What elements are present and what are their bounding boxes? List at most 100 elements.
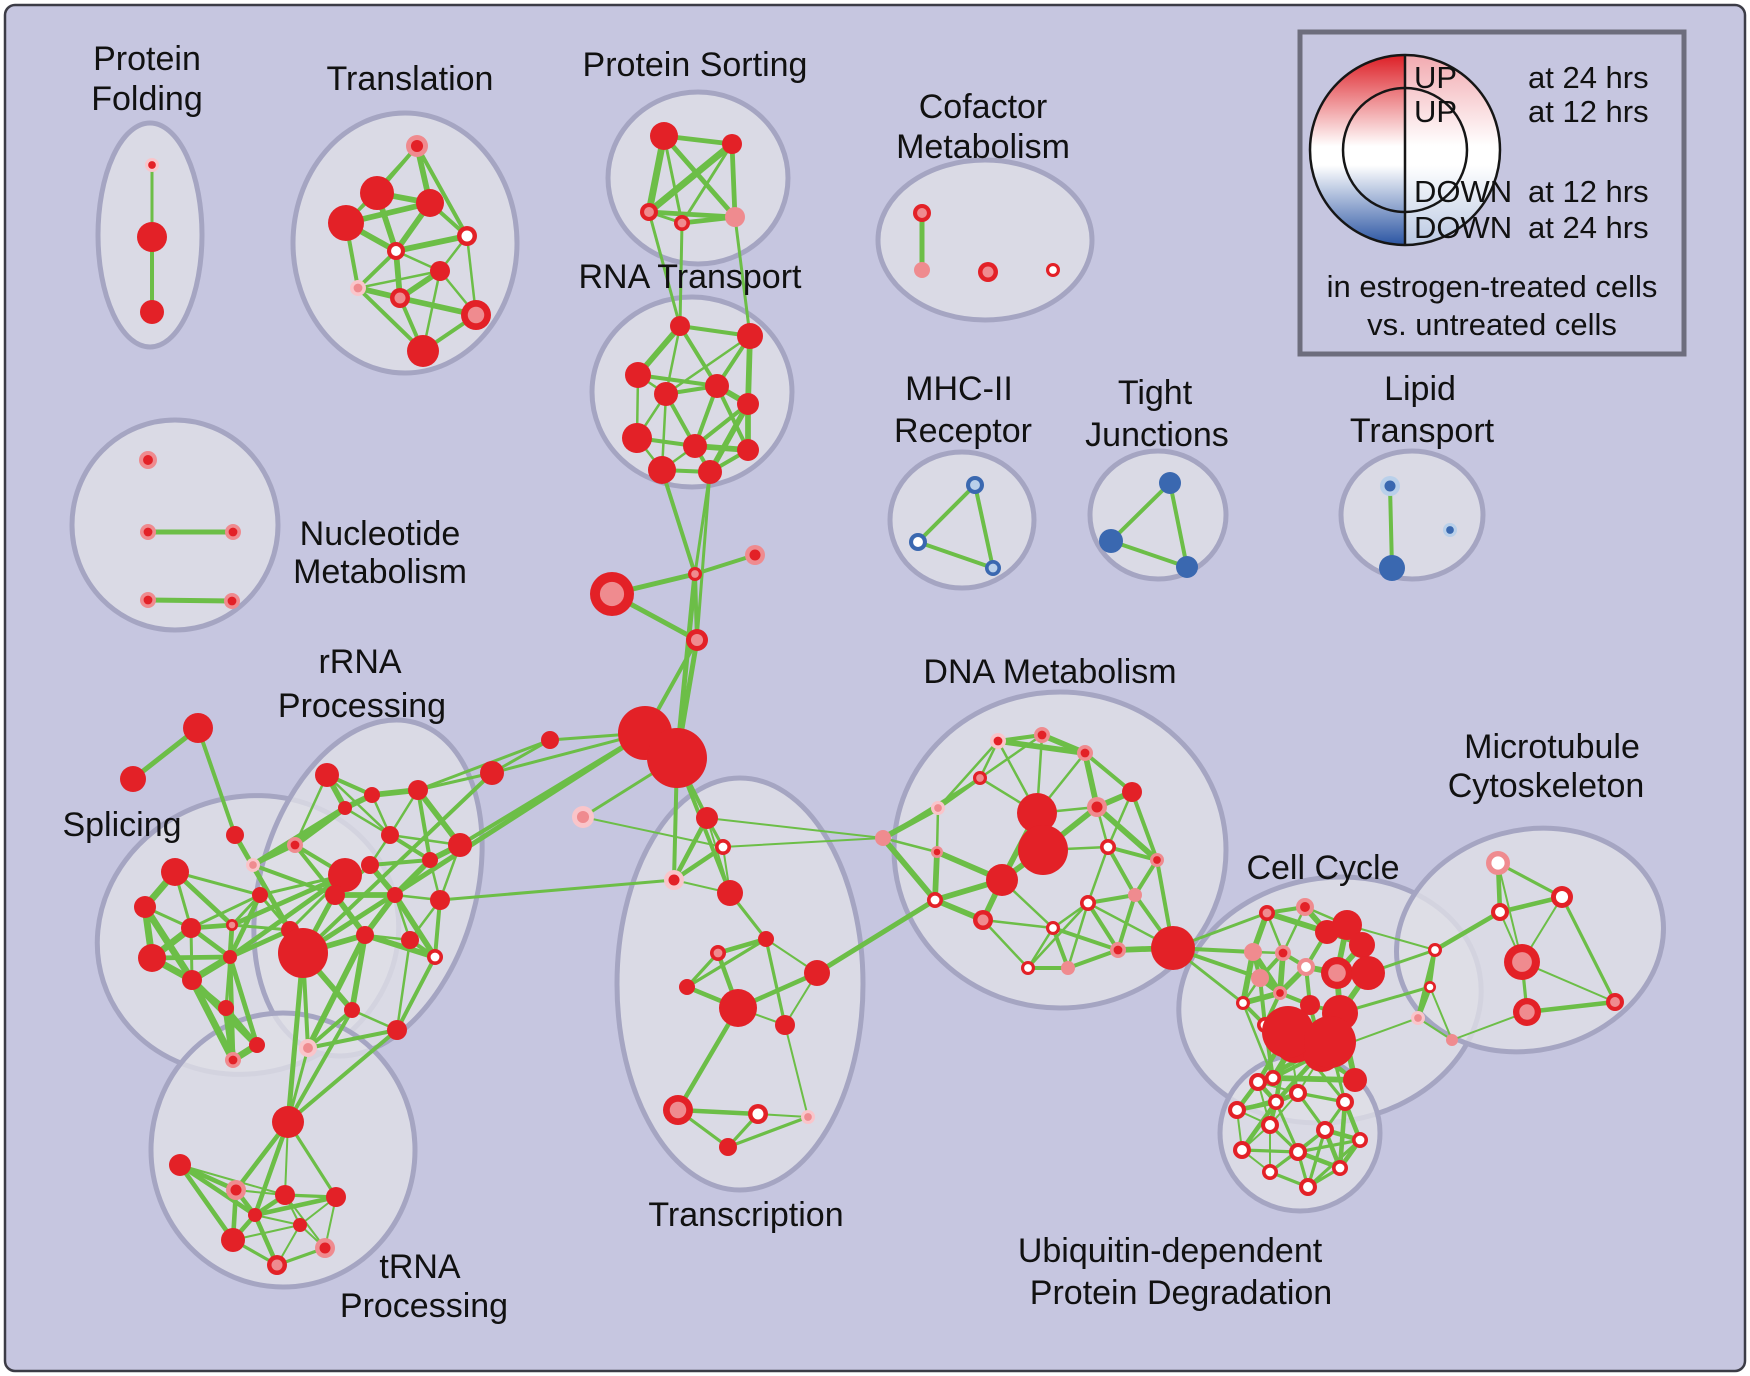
stem--rrna-processing-link	[416, 771, 494, 792]
cell-cycle-node-6-core	[1278, 948, 1288, 958]
rrna-processing-node-2	[408, 780, 428, 800]
rrna-processing-node-19-core	[303, 1043, 313, 1053]
protein-folding-node-0-core	[148, 161, 156, 169]
cell-cycle-node-19	[1300, 995, 1320, 1015]
ubiquitin-degradation-edge	[1239, 1099, 1279, 1153]
cell-cycle-node-3	[1332, 910, 1362, 940]
tight-junctions-edge	[1109, 481, 1172, 543]
nucleotide-metabolism-label: Metabolism	[293, 553, 467, 591]
cofactor-metabolism-node-2-core	[982, 266, 994, 278]
nucleotide-metabolism-node-4-core	[227, 596, 237, 606]
cell-cycle-node-10	[1251, 969, 1269, 987]
microtubule-cytoskeleton-node-0-core	[1491, 856, 1505, 870]
protein-sorting-edge	[662, 134, 684, 225]
cell-cycle-node-9	[1351, 956, 1385, 990]
ubiquitin-degradation-node-2-core	[1253, 1077, 1263, 1087]
stem-node-1	[647, 728, 707, 788]
transcription-ellipse	[614, 775, 866, 1193]
rrna-processing-node-11	[387, 887, 403, 903]
cell-cycle-node-1-core	[1300, 902, 1310, 912]
lipid-transport-ellipse	[1338, 448, 1486, 582]
legend-state-label-3: DOWN	[1414, 210, 1512, 245]
dna-metabolism-node-22	[1061, 961, 1075, 975]
protein-sorting-edge	[680, 142, 734, 225]
mhc-ii-receptor-ellipse	[887, 449, 1037, 591]
legend-caption-line-1: vs. untreated cells	[1367, 307, 1617, 342]
rrna-processing-node-9	[361, 856, 379, 874]
rna-transport-node-8	[737, 439, 759, 461]
tight-junctions-edge	[1168, 481, 1189, 569]
cell-cycle-node-11-core	[1276, 989, 1284, 997]
legend-time-label-2: at 12 hrs	[1528, 174, 1649, 209]
trna-processing-edge	[252, 1194, 339, 1218]
dna-metabolism-node-18-core	[1049, 924, 1057, 932]
stem-edge	[674, 571, 698, 761]
ubiquitin-degradation-edge	[1236, 1092, 1299, 1111]
rrna-processing-label: Processing	[278, 687, 446, 725]
rna-transport-edge	[636, 373, 719, 388]
trna-processing-label: Processing	[340, 1287, 508, 1325]
ubiquitin-degradation-edge	[1296, 1138, 1362, 1154]
transcription-node-2-core	[668, 874, 680, 886]
legend-time-label-3: at 24 hrs	[1528, 210, 1649, 245]
translation-node-4-core	[461, 230, 473, 242]
rrna-processing-edge	[395, 938, 412, 1032]
protein-sorting-edge	[646, 209, 738, 220]
stem--transcription-link	[582, 816, 724, 848]
stem-edge	[693, 553, 757, 576]
ubiquitin-degradation-label: Protein Degradation	[1030, 1274, 1332, 1312]
ubiquitin-degradation-edge	[1274, 1100, 1300, 1154]
dna-metabolism-node-4-core	[934, 804, 942, 812]
rna-transport-ellipse	[589, 294, 795, 490]
transcription-edge	[685, 937, 768, 989]
splicing-edge	[227, 954, 260, 1048]
mhc-ii-receptor-label: MHC-II	[905, 370, 1013, 408]
microtubule-cytoskeleton-node-6-core	[1431, 946, 1439, 954]
rrna-processing--trna-processing-link	[286, 1028, 399, 1124]
translation-node-5-core	[391, 246, 401, 256]
cell-cycle-node-8-core	[1328, 964, 1346, 982]
transcription-edge	[715, 936, 769, 956]
ubiquitin-degradation-node-11-core	[1335, 1163, 1345, 1173]
transcription--dna-metabolism-link	[814, 897, 938, 976]
rrna-processing-edge	[362, 932, 438, 960]
lipid-transport-label: Lipid	[1384, 370, 1456, 408]
rrna-processing-node-16-core	[430, 952, 440, 962]
dna-metabolism-edge	[1094, 804, 1160, 863]
lipid-transport-node-1	[1379, 555, 1405, 581]
node-layer	[120, 122, 1624, 1275]
dna-metabolism-edge	[1066, 948, 1120, 970]
splicing-node-8	[182, 970, 202, 990]
ubiquitin-degradation-node-1	[1304, 1016, 1356, 1068]
nucleotide-metabolism-node-3-core	[143, 595, 153, 605]
dna-metabolism-edge	[1051, 926, 1070, 970]
rrna-processing-edge	[416, 788, 432, 862]
dna-metabolism-node-0-core	[993, 736, 1003, 746]
tight-junctions-node-2	[1176, 556, 1198, 578]
translation-edge	[415, 144, 469, 238]
trna-processing-node-0	[272, 1106, 304, 1138]
lipid-transport-node-2-core	[1446, 526, 1454, 534]
rrna-processing-edge	[392, 892, 438, 960]
trna-processing-node-7-core	[271, 1259, 283, 1271]
protein-sorting-node-3-core	[677, 218, 687, 228]
rrna-processing-edge	[305, 932, 368, 1051]
dna-metabolism-edge	[1106, 845, 1159, 862]
rrna-processing-node-0	[315, 763, 339, 787]
dna-metabolism-node-5	[875, 830, 891, 846]
nucleotide-metabolism-label: Nucleotide	[300, 515, 461, 553]
translation-node-6	[430, 261, 450, 281]
lipid-transport-edge	[1388, 484, 1394, 570]
ubiquitin-degradation-edge	[1306, 1128, 1327, 1189]
transcription-node-7	[679, 979, 695, 995]
splicing-triangle-node-2	[226, 826, 244, 844]
dna-metabolism-node-20	[1151, 926, 1195, 970]
microtubule-cytoskeleton-node-7-core	[1426, 983, 1434, 991]
rna-transport-label: RNA Transport	[579, 258, 803, 296]
protein-sorting-label: Protein Sorting	[583, 46, 808, 84]
microtubule-cytoskeleton-edge	[1432, 909, 1503, 953]
cell-cycle-edge	[1270, 1075, 1358, 1083]
microtubule-cytoskeleton-edge	[1496, 861, 1564, 899]
tight-junctions-label: Tight	[1118, 374, 1193, 412]
